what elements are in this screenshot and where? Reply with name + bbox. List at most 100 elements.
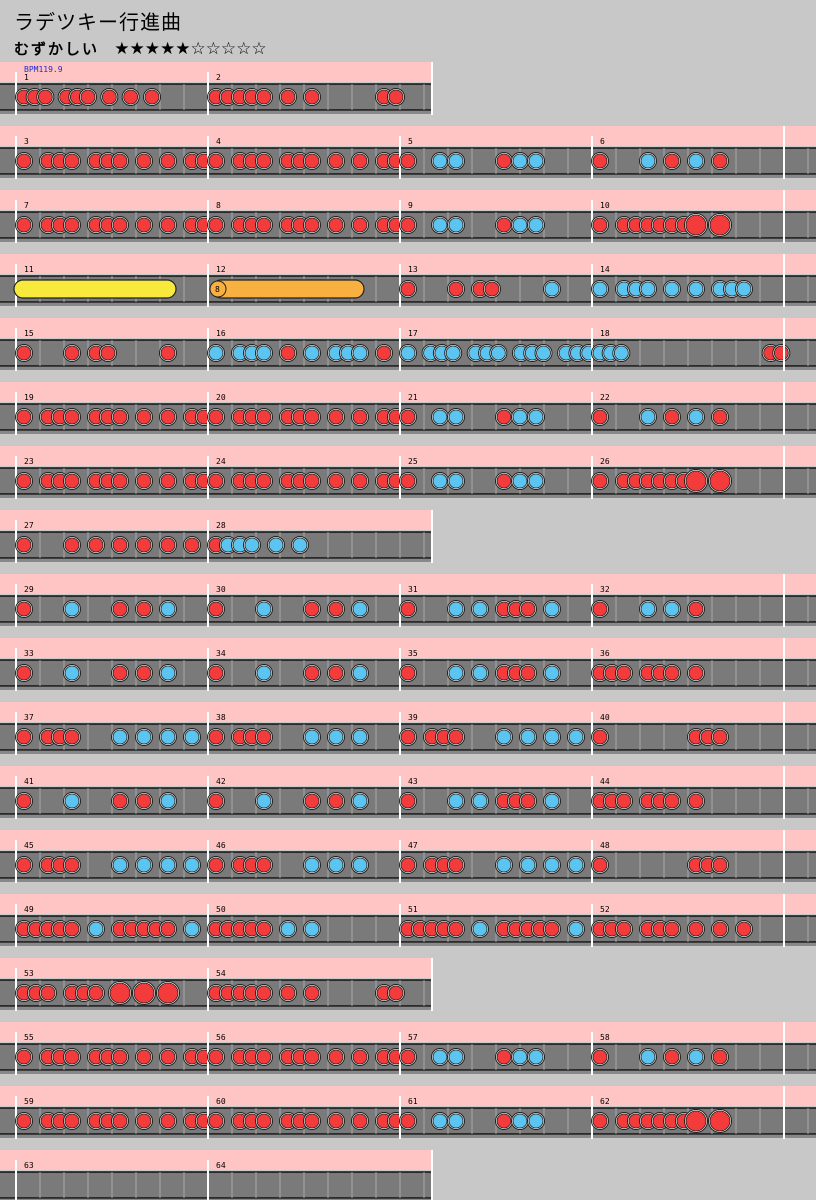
don-note — [256, 985, 272, 1001]
don-note — [400, 601, 416, 617]
don-note — [400, 153, 416, 169]
bar-number: 8 — [216, 201, 221, 210]
ka-note — [512, 1113, 528, 1129]
don-note — [664, 921, 680, 937]
bar-number: 18 — [600, 329, 610, 338]
ka-note — [512, 217, 528, 233]
bar-number: 35 — [408, 649, 418, 658]
don-note — [448, 921, 464, 937]
don-note — [520, 793, 536, 809]
don-note — [328, 409, 344, 425]
difficulty-row: むずかしい ★★★★★☆☆☆☆☆ — [14, 38, 267, 59]
don-note — [208, 409, 224, 425]
bar-number: 3 — [24, 137, 29, 146]
row-header-band — [0, 766, 816, 786]
bar-number: 42 — [216, 777, 226, 786]
don-note — [37, 89, 53, 105]
bar-number: 22 — [600, 393, 610, 402]
row-header-band — [0, 318, 816, 338]
don-note — [352, 1113, 368, 1129]
don-note — [328, 793, 344, 809]
ka-note — [112, 729, 128, 745]
ka-note — [432, 473, 448, 489]
don-note — [88, 537, 104, 553]
don-note — [592, 409, 608, 425]
don-note — [112, 665, 128, 681]
ka-note — [544, 857, 560, 873]
don-note — [256, 1113, 272, 1129]
don-note — [16, 601, 32, 617]
bar-number: 10 — [600, 201, 610, 210]
ka-note — [304, 729, 320, 745]
don-note — [685, 1110, 707, 1132]
don-note — [136, 409, 152, 425]
don-note — [400, 473, 416, 489]
ka-note — [304, 345, 320, 361]
difficulty-stars: ★★★★★☆☆☆☆☆ — [114, 39, 267, 59]
don-note — [544, 921, 560, 937]
lane-sub-strip — [0, 751, 816, 754]
ka-note — [664, 601, 680, 617]
don-note — [64, 921, 80, 937]
bar-number: 14 — [600, 265, 610, 274]
don-note — [16, 217, 32, 233]
don-note — [112, 601, 128, 617]
bar-number: 21 — [408, 393, 418, 402]
don-note — [208, 1113, 224, 1129]
ka-note — [432, 409, 448, 425]
don-note — [664, 153, 680, 169]
ka-note — [568, 729, 584, 745]
don-note — [400, 729, 416, 745]
don-note — [64, 729, 80, 745]
ka-note — [448, 153, 464, 169]
bar-number: 48 — [600, 841, 610, 850]
don-note — [592, 857, 608, 873]
don-note — [616, 921, 632, 937]
song-title: ラデツキー行進曲 — [14, 10, 182, 34]
don-note — [136, 793, 152, 809]
ka-note — [268, 537, 284, 553]
ka-note — [448, 409, 464, 425]
bar-number: 60 — [216, 1097, 226, 1106]
ka-note — [664, 281, 680, 297]
row-header-band — [0, 190, 816, 210]
bar-number: 25 — [408, 457, 418, 466]
ka-note — [490, 345, 506, 361]
bar-number: 43 — [408, 777, 418, 786]
don-note — [712, 729, 728, 745]
don-note — [112, 1049, 128, 1065]
bar-number: 53 — [24, 969, 34, 978]
ka-note — [256, 665, 272, 681]
ka-note — [688, 409, 704, 425]
lane-sub-strip — [0, 175, 816, 178]
bar-number: 59 — [24, 1097, 34, 1106]
don-note — [304, 153, 320, 169]
don-note — [64, 1049, 80, 1065]
don-note — [376, 345, 392, 361]
bar-number: 7 — [24, 201, 29, 210]
row-header-band — [0, 830, 816, 850]
bar-number: 34 — [216, 649, 226, 658]
don-note — [280, 345, 296, 361]
ka-note — [448, 601, 464, 617]
don-note — [592, 729, 608, 745]
ka-note — [184, 729, 200, 745]
don-note — [160, 345, 176, 361]
ka-note — [544, 793, 560, 809]
don-note — [592, 1049, 608, 1065]
ka-note — [544, 665, 560, 681]
ka-note — [472, 601, 488, 617]
don-note — [136, 665, 152, 681]
don-note — [352, 217, 368, 233]
ka-note — [244, 537, 260, 553]
don-note — [16, 729, 32, 745]
row-header-band — [0, 958, 432, 978]
don-note — [400, 1113, 416, 1129]
don-note — [112, 217, 128, 233]
ka-note — [640, 1049, 656, 1065]
don-note — [773, 345, 789, 361]
ka-note — [64, 601, 80, 617]
don-note — [688, 921, 704, 937]
don-note — [496, 1049, 512, 1065]
don-note — [80, 89, 96, 105]
